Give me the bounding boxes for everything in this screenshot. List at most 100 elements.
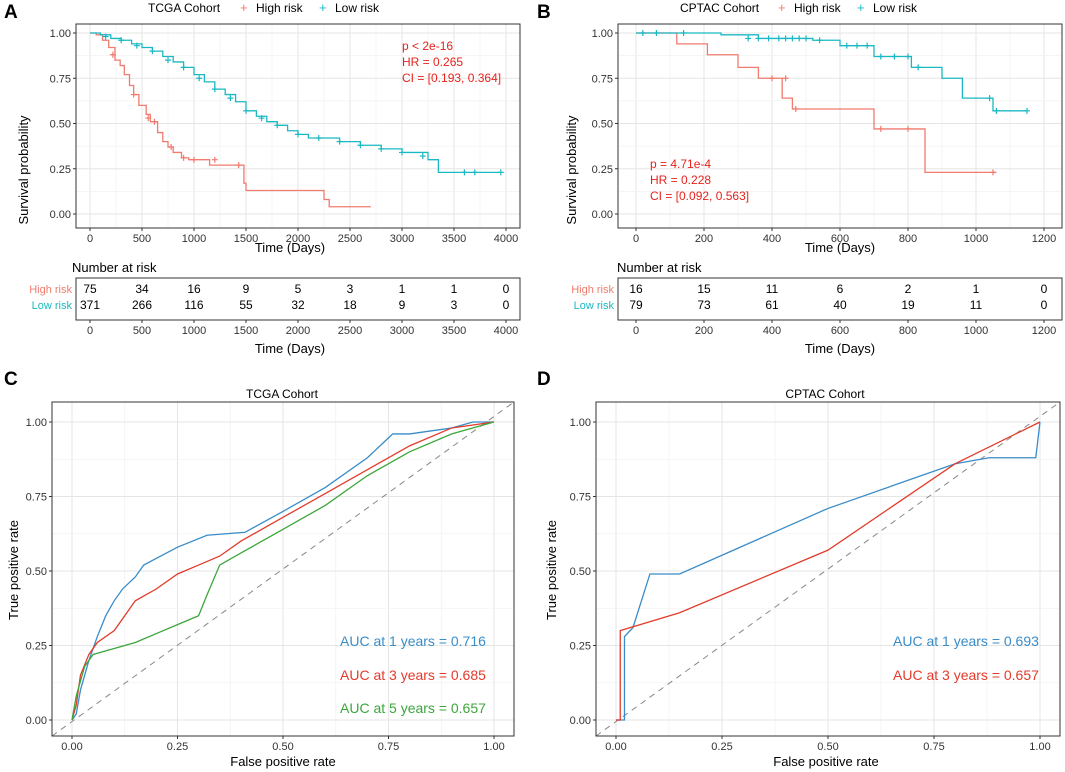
- auc-label-c-3: AUC at 3 years = 0.685: [340, 667, 486, 683]
- censor-mark: [461, 169, 468, 176]
- censor-mark: [915, 64, 922, 71]
- panel-letter-d: D: [537, 369, 551, 390]
- risk-table-tcga: High risk 75 34 16 9 5 3 1 1 0 Low risk 371 266 116 55…: [29, 277, 521, 337]
- legend-low-marker-a: +: [319, 0, 327, 15]
- series-line: [636, 32, 1027, 112]
- auc-labels-c: AUC at 1 years = 0.716 AUC at 3 years = …: [340, 633, 486, 716]
- risk-cell: 0: [503, 282, 510, 296]
- censor-mark: [151, 118, 158, 125]
- risk-cell: 16: [187, 282, 201, 296]
- x-tick-label: 800: [899, 233, 917, 245]
- censor-mark: [130, 91, 137, 98]
- risk-cell: 55: [239, 298, 253, 312]
- title-b: CPTAC Cohort: [680, 1, 760, 15]
- censor-mark: [905, 125, 911, 132]
- censor-mark: [211, 156, 218, 163]
- censor-mark: [357, 142, 364, 149]
- km-plot-tcga: 0 500 1000 1500 2000 2500 3000 3500 4000 0.00 0.25…: [50, 23, 521, 245]
- legend-high-marker-a: +: [240, 0, 248, 15]
- censor-mark: [196, 75, 203, 82]
- y-tick-label: 1.00: [592, 28, 613, 40]
- censor-mark: [497, 169, 504, 176]
- risk-table-cptac: High risk 16 15 11 6 2 1 0 Low risk 79 73 61 40 19 11 0…: [571, 277, 1063, 337]
- diagonal-reference-line: [51, 401, 515, 737]
- censor-mark: [145, 115, 152, 122]
- censor-mark: [877, 125, 884, 132]
- censor-mark: [680, 30, 687, 36]
- plot-frame: [51, 401, 515, 737]
- risk-cell: 18: [343, 298, 357, 312]
- x-tick-label: 0.50: [272, 741, 293, 753]
- plot-frame: [617, 23, 1063, 229]
- series-line: [71, 421, 495, 721]
- risk-x-tick-label: 1000: [182, 325, 206, 337]
- censor-mark: [180, 154, 187, 161]
- risk-cell: 73: [697, 298, 711, 312]
- censor-mark: [993, 107, 1000, 114]
- y-tick-label: 0.25: [26, 641, 47, 653]
- stat-hr-a: HR = 0.265: [402, 55, 463, 69]
- x-tick-label: 1000: [964, 233, 988, 245]
- risk-cell: 0: [1041, 282, 1048, 296]
- x-tick-label: 0.50: [817, 741, 838, 753]
- risk-cell: 1: [973, 282, 980, 296]
- x-tick-label: 0.75: [923, 741, 944, 753]
- risk-cell: 11: [970, 298, 983, 312]
- x-tick-label: 1000: [182, 233, 206, 245]
- x-tick-label: 0: [633, 233, 639, 245]
- censor-mark: [336, 138, 343, 145]
- censor-mark: [639, 30, 646, 36]
- y-tick-label: 0.00: [26, 715, 47, 727]
- y-tick-label: 0.75: [50, 73, 71, 85]
- risk-x-tick-label: 3500: [442, 325, 466, 337]
- x-tick-label: 3500: [442, 233, 466, 245]
- y-tick-label: 1.00: [26, 417, 47, 429]
- risk-x-tick-label: 1000: [964, 325, 988, 337]
- stats-b: p = 4.71e-4 HR = 0.228 CI = [0.092, 0.56…: [650, 157, 749, 203]
- y-tick-label: 0.75: [570, 492, 591, 504]
- risk-cell: 19: [901, 298, 915, 312]
- censor-mark: [235, 162, 242, 169]
- x-tick-label: 400: [763, 233, 781, 245]
- censor-mark: [133, 42, 140, 49]
- risk-x-tick-label: 200: [695, 325, 713, 337]
- legend-a: TCGA Cohort + High risk + Low risk: [148, 0, 380, 15]
- x-tick-label: 0.25: [711, 741, 732, 753]
- censor-mark: [796, 35, 803, 42]
- x-tick-label: 0.25: [167, 741, 188, 753]
- censor-mark: [471, 169, 478, 176]
- censor-mark: [816, 37, 823, 44]
- plot-frame: [595, 401, 1061, 737]
- risk-x-tick-label: 4000: [494, 325, 518, 337]
- risk-x-tick-label: 1500: [234, 325, 258, 337]
- x-tick-label: 0.00: [61, 741, 82, 753]
- censor-mark: [864, 42, 871, 49]
- x-tick-label: 2000: [286, 233, 310, 245]
- risk-row-label: High risk: [571, 284, 614, 296]
- censor-mark: [118, 37, 125, 44]
- censor-mark: [109, 51, 116, 58]
- risk-cell: 6: [837, 282, 844, 296]
- risk-cell: 116: [184, 298, 203, 312]
- risk-x-tick-label: 500: [133, 325, 151, 337]
- censor-mark: [782, 35, 789, 42]
- censor-mark: [211, 86, 218, 93]
- stat-hr-b: HR = 0.228: [650, 173, 711, 187]
- risk-x-tick-label: 3000: [390, 325, 414, 337]
- y-tick-label: 0.50: [570, 566, 591, 578]
- x-tick-label: 0: [87, 233, 93, 245]
- x-tick-label: 3000: [390, 233, 414, 245]
- censor-mark: [891, 53, 898, 60]
- censor-mark: [789, 35, 796, 42]
- censor-mark: [258, 115, 265, 122]
- censor-mark: [803, 35, 809, 42]
- panel-letter-c: C: [4, 369, 18, 390]
- y-tick-label: 0.00: [592, 209, 613, 221]
- x-tick-label: 500: [133, 233, 151, 245]
- risk-xlabel-a: Time (Days): [255, 341, 325, 356]
- series-line: [90, 32, 371, 208]
- legend-low-label-b: Low risk: [873, 1, 918, 15]
- censor-mark: [843, 42, 850, 49]
- stat-p-a: p < 2e-16: [402, 39, 453, 53]
- risk-row-label: High risk: [29, 284, 72, 296]
